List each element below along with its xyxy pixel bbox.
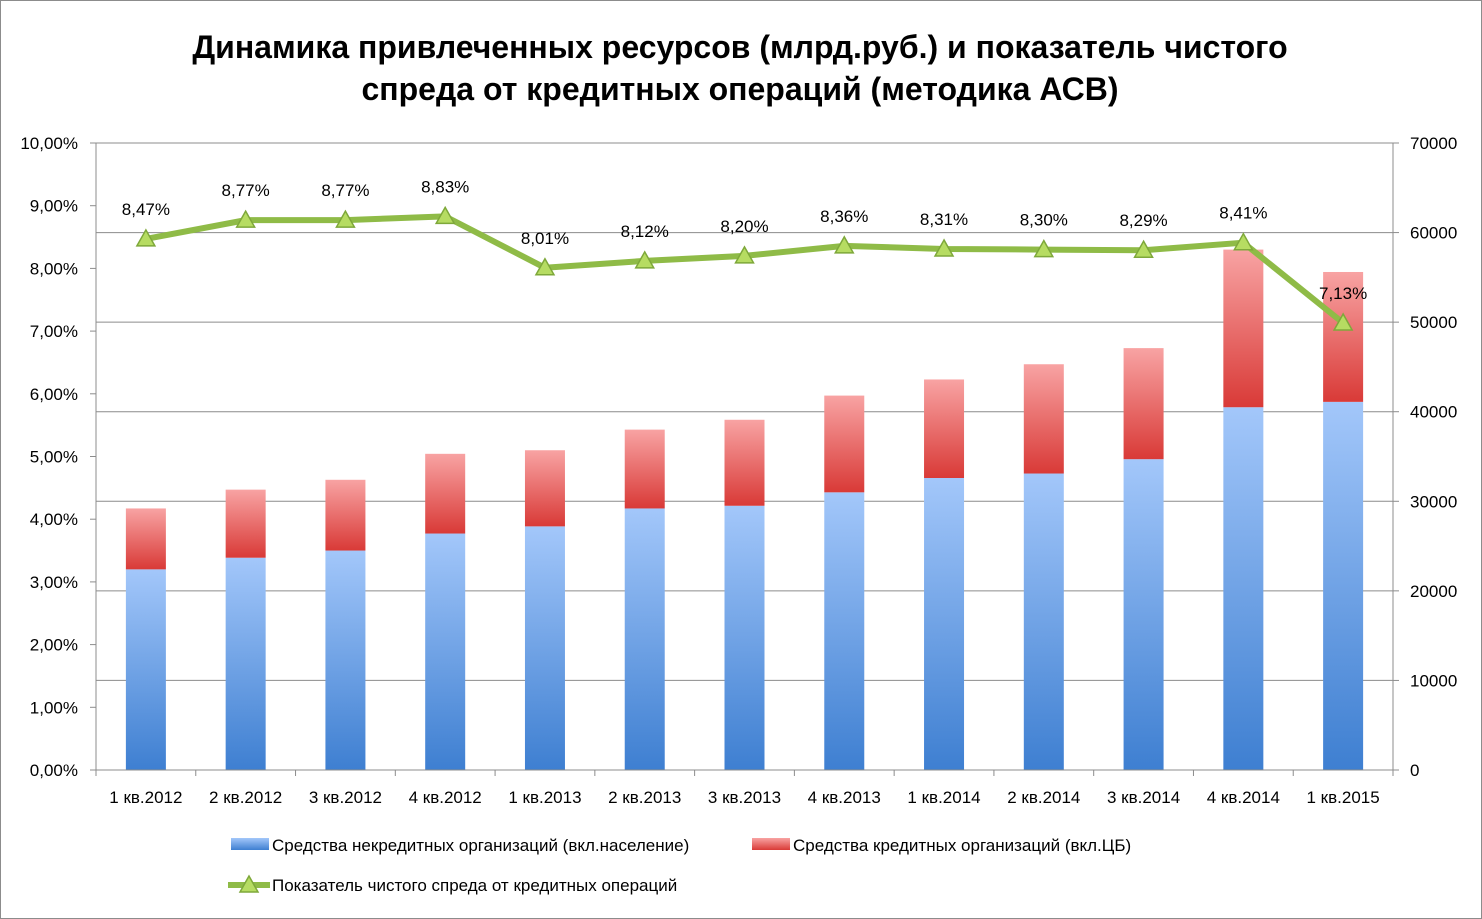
x-axis-category-label: 1 кв.2012 (109, 788, 182, 807)
legend-label-spread: Показатель чистого спреда от кредитных о… (272, 876, 677, 895)
bar-credit-orgs (1323, 271, 1364, 402)
bar-credit-orgs (225, 489, 266, 558)
spread-marker (1233, 232, 1254, 251)
x-axis-category-label: 2 кв.2013 (608, 788, 681, 807)
spread-marker (534, 257, 556, 276)
bar-noncredit-orgs (924, 477, 965, 770)
bar-credit-orgs (524, 450, 565, 527)
bar-credit-orgs (624, 429, 665, 509)
spread-data-label: 8,36% (820, 207, 868, 226)
legend: Средства некредитных организаций (вкл.на… (228, 836, 1131, 895)
left-axis-tick-label: 9,00% (30, 197, 78, 216)
spread-data-label: 8,01% (521, 229, 569, 248)
legend-label-noncredit: Средства некредитных организаций (вкл.на… (272, 836, 689, 855)
spread-data-label: 8,77% (321, 181, 369, 200)
right-axis-tick-label: 30000 (1410, 492, 1457, 511)
bar-noncredit-orgs (524, 526, 565, 770)
spread-data-label: 7,13% (1319, 284, 1367, 303)
spread-data-label: 8,41% (1219, 204, 1267, 223)
spread-data-label: 8,83% (421, 177, 469, 196)
spread-marker (235, 209, 256, 228)
right-axis-tick-label: 10000 (1410, 671, 1457, 690)
legend-swatch-credit (752, 838, 790, 850)
right-axis-tick-label: 20000 (1410, 582, 1457, 601)
spread-marker (933, 238, 955, 257)
bar-series (125, 249, 1364, 770)
spread-marker (734, 245, 755, 264)
right-axis-tick-label: 40000 (1410, 403, 1457, 422)
bar-credit-orgs (1023, 364, 1064, 474)
bar-noncredit-orgs (624, 508, 665, 770)
right-axis-tick-label: 0 (1410, 761, 1419, 780)
bar-noncredit-orgs (125, 569, 166, 770)
x-axis-category-label: 3 кв.2012 (309, 788, 382, 807)
x-axis-category-label: 4 кв.2012 (409, 788, 482, 807)
right-axis-tick-label: 50000 (1410, 313, 1457, 332)
spread-data-label: 8,31% (920, 210, 968, 229)
right-axis-tick-label: 70000 (1410, 134, 1457, 153)
spread-marker (1033, 239, 1055, 258)
spread-data-label: 8,20% (720, 217, 768, 236)
left-axis-tick-label: 6,00% (30, 385, 78, 404)
bar-credit-orgs (824, 395, 865, 493)
spread-marker (335, 209, 356, 228)
right-axis-tick-label: 60000 (1410, 224, 1457, 243)
bar-noncredit-orgs (325, 550, 366, 770)
legend-label-credit: Средства кредитных организаций (вкл.ЦБ) (793, 836, 1131, 855)
spread-data-label: 8,77% (222, 181, 270, 200)
bar-noncredit-orgs (724, 505, 765, 770)
left-axis-tick-label: 7,00% (30, 322, 78, 341)
left-axis-tick-label: 1,00% (30, 698, 78, 717)
chart-title-line-1: Динамика привлеченных ресурсов (млрд.руб… (192, 29, 1288, 65)
spread-data-label: 8,12% (621, 222, 669, 241)
spread-marker (1133, 239, 1154, 258)
bar-credit-orgs (1223, 249, 1264, 408)
left-axis-tick-label: 3,00% (30, 573, 78, 592)
spread-marker (1332, 312, 1354, 331)
x-axis-category-label: 4 кв.2014 (1207, 788, 1280, 807)
left-axis-tick-label: 5,00% (30, 448, 78, 467)
x-axis-category-label: 1 кв.2013 (508, 788, 581, 807)
x-axis-category-label: 2 кв.2012 (209, 788, 282, 807)
spread-marker (135, 228, 157, 247)
chart-title-line-2: спреда от кредитных операций (методика А… (361, 71, 1119, 107)
left-axis-tick-label: 8,00% (30, 259, 78, 278)
x-axis-category-label: 2 кв.2014 (1007, 788, 1080, 807)
x-axis-category-label: 3 кв.2013 (708, 788, 781, 807)
x-axis-category-label: 4 кв.2013 (808, 788, 881, 807)
bar-noncredit-orgs (225, 557, 266, 770)
bar-credit-orgs (325, 479, 366, 551)
bar-noncredit-orgs (425, 533, 466, 770)
bar-credit-orgs (924, 379, 965, 478)
axes: 0,00% 1,00% 2,00% 3,00% 4,00% 5,00% 6,00% 7,00%… (20, 134, 1457, 807)
legend-swatch-marker (238, 874, 260, 893)
left-axis-tick-label: 4,00% (30, 510, 78, 529)
bar-noncredit-orgs (1123, 459, 1164, 770)
spread-marker (833, 235, 855, 254)
spread-data-label: 8,29% (1119, 211, 1167, 230)
left-axis-tick-label: 2,00% (30, 636, 78, 655)
bar-noncredit-orgs (824, 492, 865, 770)
legend-swatch-noncredit (231, 838, 269, 850)
bar-noncredit-orgs (1223, 407, 1264, 770)
spread-data-label: 8,30% (1020, 211, 1068, 230)
data-labels: 8,47% 8,77% 8,77% 8,83% 8,01% 8,12% 8,20% 8,36%… (122, 177, 1367, 303)
line-series (135, 205, 1354, 331)
x-axis-category-label: 1 кв.2015 (1307, 788, 1380, 807)
x-axis-category-label: 3 кв.2014 (1107, 788, 1180, 807)
chart-title: Динамика привлеченных ресурсов (млрд.руб… (0, 26, 1480, 110)
spread-marker (634, 250, 656, 269)
spread-marker (434, 205, 456, 225)
left-axis-tick-label: 0,00% (30, 761, 78, 780)
bar-credit-orgs (1123, 348, 1164, 460)
bar-credit-orgs (125, 508, 166, 570)
spread-data-label: 8,47% (122, 200, 170, 219)
x-axis-category-label: 1 кв.2014 (907, 788, 980, 807)
bar-credit-orgs (724, 419, 765, 506)
left-axis-tick-label: 10,00% (20, 134, 78, 153)
bar-noncredit-orgs (1023, 473, 1064, 770)
bar-noncredit-orgs (1323, 401, 1364, 770)
bar-credit-orgs (425, 453, 466, 534)
